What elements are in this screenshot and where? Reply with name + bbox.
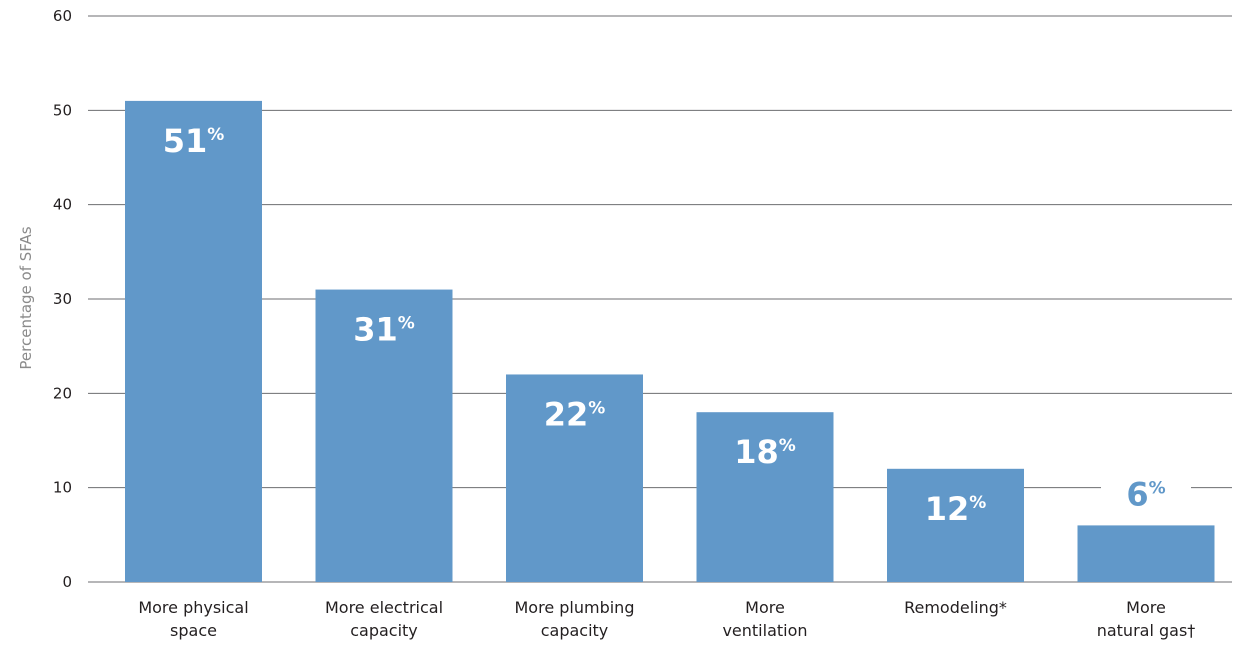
y-tick-label: 30	[53, 290, 72, 308]
category-label: More natural gas†	[1097, 598, 1196, 640]
y-tick-label: 50	[53, 101, 72, 119]
category-label: Remodeling*	[904, 598, 1007, 617]
bar	[887, 468, 1024, 582]
data-label: 22%	[544, 395, 606, 433]
y-axis-ticks: 0 10 20 30 40 50 60	[53, 7, 72, 591]
category-labels: More physical space More electrical capacit…	[138, 598, 1195, 640]
data-label-backing	[1101, 473, 1191, 514]
category-label: More plumbing capacity	[515, 598, 635, 640]
y-tick-label: 40	[53, 196, 72, 214]
y-tick-label: 10	[53, 479, 72, 497]
data-label: 31%	[353, 311, 415, 349]
bar	[696, 412, 834, 582]
y-axis-label: Percentage of SFAs	[17, 226, 35, 369]
y-tick-label: 20	[53, 384, 72, 402]
bar	[125, 100, 262, 583]
data-labels: 51% 31% 22% 18% 12% 6%	[163, 122, 1191, 528]
data-label: 6%	[1126, 475, 1165, 513]
data-label: 51%	[163, 122, 225, 160]
category-label: More ventilation	[722, 598, 807, 640]
y-tick-label: 0	[62, 573, 72, 591]
category-label: More physical space	[138, 598, 248, 640]
bar	[1077, 525, 1215, 582]
gridlines	[88, 15, 1232, 583]
bars	[125, 100, 1215, 583]
y-tick-label: 60	[53, 7, 72, 25]
bar	[315, 289, 453, 582]
data-label: 12%	[925, 490, 987, 528]
category-label: More electrical capacity	[325, 598, 443, 640]
bar	[506, 374, 643, 582]
data-label: 18%	[734, 433, 796, 471]
